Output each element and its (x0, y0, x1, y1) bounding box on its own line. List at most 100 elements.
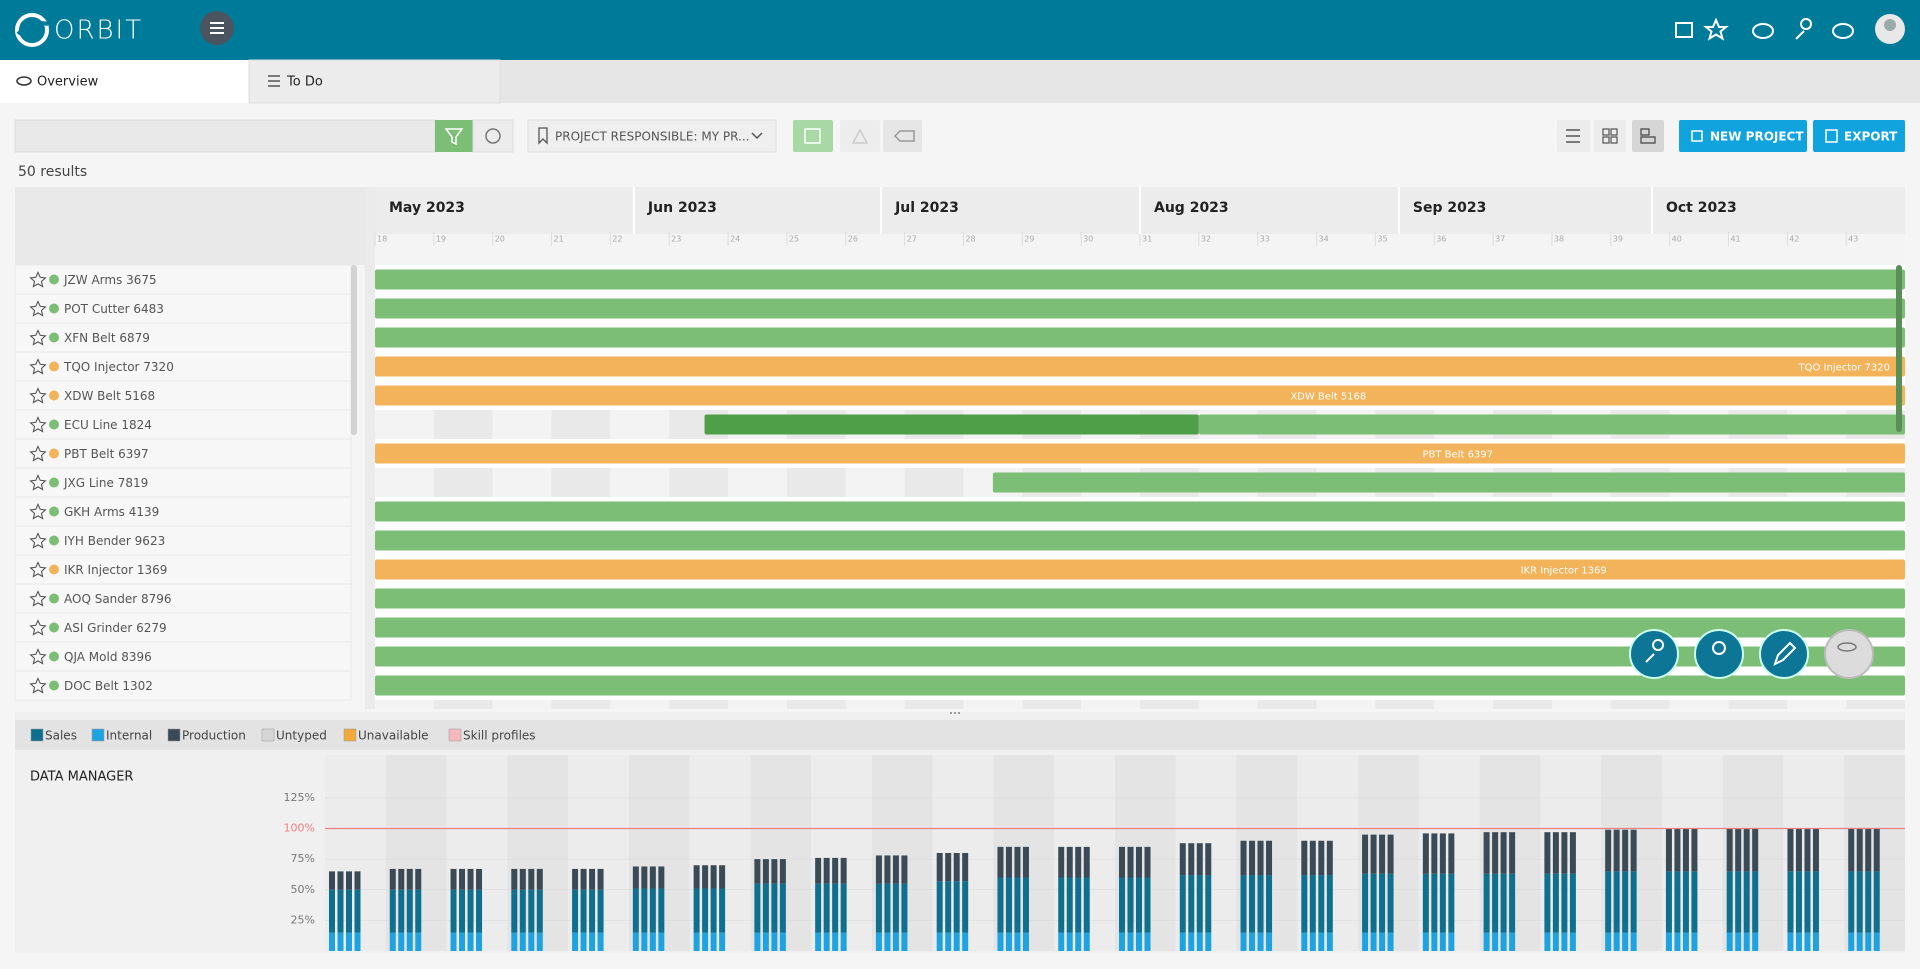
capacity-bar (519, 932, 526, 951)
capacity-bar (832, 883, 839, 933)
capacity-bar (1379, 932, 1386, 951)
gantt-bar[interactable] (375, 675, 1905, 696)
splitter[interactable] (365, 187, 375, 709)
capacity-bar (519, 889, 526, 933)
save-button[interactable] (793, 120, 833, 152)
gantt-bar[interactable] (375, 269, 1905, 290)
filter-dropdown[interactable] (527, 119, 777, 153)
favorite-star[interactable] (29, 358, 47, 375)
project-name: QJA Mold 8396 (64, 650, 152, 664)
share-icon[interactable] (1675, 22, 1693, 38)
favorite-star[interactable] (29, 648, 47, 665)
favorite-star[interactable] (29, 590, 47, 607)
favorite-star[interactable] (29, 474, 47, 491)
favorite-star[interactable] (29, 416, 47, 433)
project-name: POT Cutter 6483 (64, 302, 164, 316)
gantt-bar[interactable] (375, 617, 1905, 638)
favorite-icon[interactable] (1703, 17, 1729, 41)
database-fab[interactable] (1824, 629, 1874, 679)
legend-swatch[interactable] (30, 728, 44, 742)
capacity-bar (1682, 932, 1689, 951)
bookmark-icon (538, 127, 548, 145)
y-tick-label: 75% (291, 852, 315, 865)
week-label: 21 (554, 235, 564, 244)
favorite-star[interactable] (29, 561, 47, 578)
week-label: 19 (436, 235, 446, 244)
capacity-bar (997, 932, 1004, 951)
list-scrollbar[interactable] (351, 265, 357, 435)
gantt-bar[interactable] (375, 530, 1905, 551)
favorite-star[interactable] (29, 677, 47, 694)
edit-fab[interactable] (1759, 629, 1809, 679)
gantt-bar[interactable] (375, 443, 1905, 464)
legend-swatch[interactable] (167, 728, 181, 742)
capacity-bar (1873, 932, 1880, 951)
capacity-bar (1691, 828, 1698, 872)
capacity-bar (1144, 877, 1151, 933)
capacity-bar (1492, 932, 1499, 951)
favorite-star[interactable] (29, 271, 47, 288)
legend-swatch[interactable] (91, 728, 105, 742)
gantt-view-button[interactable] (1632, 120, 1664, 152)
capacity-bar (1301, 875, 1308, 933)
legend-swatch[interactable] (343, 728, 357, 742)
gantt-bar[interactable] (375, 559, 1905, 580)
gantt-bar[interactable] (375, 588, 1905, 609)
capacity-bar (1083, 877, 1090, 933)
grid-view-button[interactable] (1594, 120, 1626, 152)
tab-label[interactable]: To Do (286, 75, 323, 90)
gantt-bar[interactable] (375, 501, 1905, 522)
capacity-bar (945, 881, 952, 933)
capacity-bar (580, 889, 587, 933)
capacity-bar (1179, 875, 1186, 933)
legend-swatch[interactable] (261, 728, 275, 742)
capacity-bar (702, 865, 709, 889)
capacity-bar (1005, 932, 1012, 951)
favorite-star[interactable] (29, 619, 47, 636)
favorite-star[interactable] (29, 503, 47, 520)
gantt-bar[interactable] (375, 327, 1905, 348)
capacity-bar (1326, 840, 1333, 876)
tab-overview[interactable] (0, 60, 249, 103)
legend-swatch[interactable] (448, 728, 462, 742)
gantt-bar[interactable] (1198, 414, 1905, 435)
recycle-button[interactable] (840, 120, 880, 152)
key-icon[interactable] (1795, 18, 1813, 40)
export-button[interactable] (1813, 120, 1905, 152)
capacity-bar (1726, 871, 1733, 933)
filter-button[interactable] (435, 120, 473, 152)
capacity-bar (1318, 875, 1325, 933)
capacity-bar (1439, 873, 1446, 933)
favorite-star[interactable] (29, 445, 47, 462)
clear-button[interactable] (883, 120, 922, 152)
capacity-bar (1865, 828, 1872, 872)
capacity-bar (1500, 873, 1507, 933)
cloud-settings-icon[interactable] (1832, 23, 1854, 39)
refresh-button[interactable] (472, 119, 514, 153)
week-label: 31 (1142, 235, 1152, 244)
cloud-icon[interactable] (1752, 23, 1774, 39)
gantt-bar[interactable] (375, 298, 1905, 319)
gantt-scrollbar[interactable] (1896, 265, 1902, 432)
capacity-bar (1691, 932, 1698, 951)
capacity-bar (389, 868, 396, 890)
favorite-star[interactable] (29, 300, 47, 317)
gantt-bar[interactable] (375, 356, 1905, 377)
gantt-bar[interactable] (375, 646, 1905, 667)
gantt-bar[interactable] (375, 385, 1905, 406)
capacity-bar (589, 868, 596, 890)
search-input[interactable] (14, 119, 436, 153)
favorite-star[interactable] (29, 329, 47, 346)
capacity-bar (1188, 843, 1195, 876)
capacity-bar (641, 888, 648, 933)
capacity-bar (329, 889, 335, 933)
avatar-head (1884, 19, 1896, 31)
favorite-star[interactable] (29, 532, 47, 549)
tab-todo[interactable] (248, 59, 501, 104)
favorite-star[interactable] (29, 387, 47, 404)
tab-label[interactable]: Overview (37, 75, 99, 90)
gantt-bar[interactable] (992, 472, 1905, 493)
new-project-button[interactable] (1679, 120, 1807, 152)
y-tick-label: 25% (291, 913, 315, 926)
capacity-bar (1569, 832, 1576, 874)
